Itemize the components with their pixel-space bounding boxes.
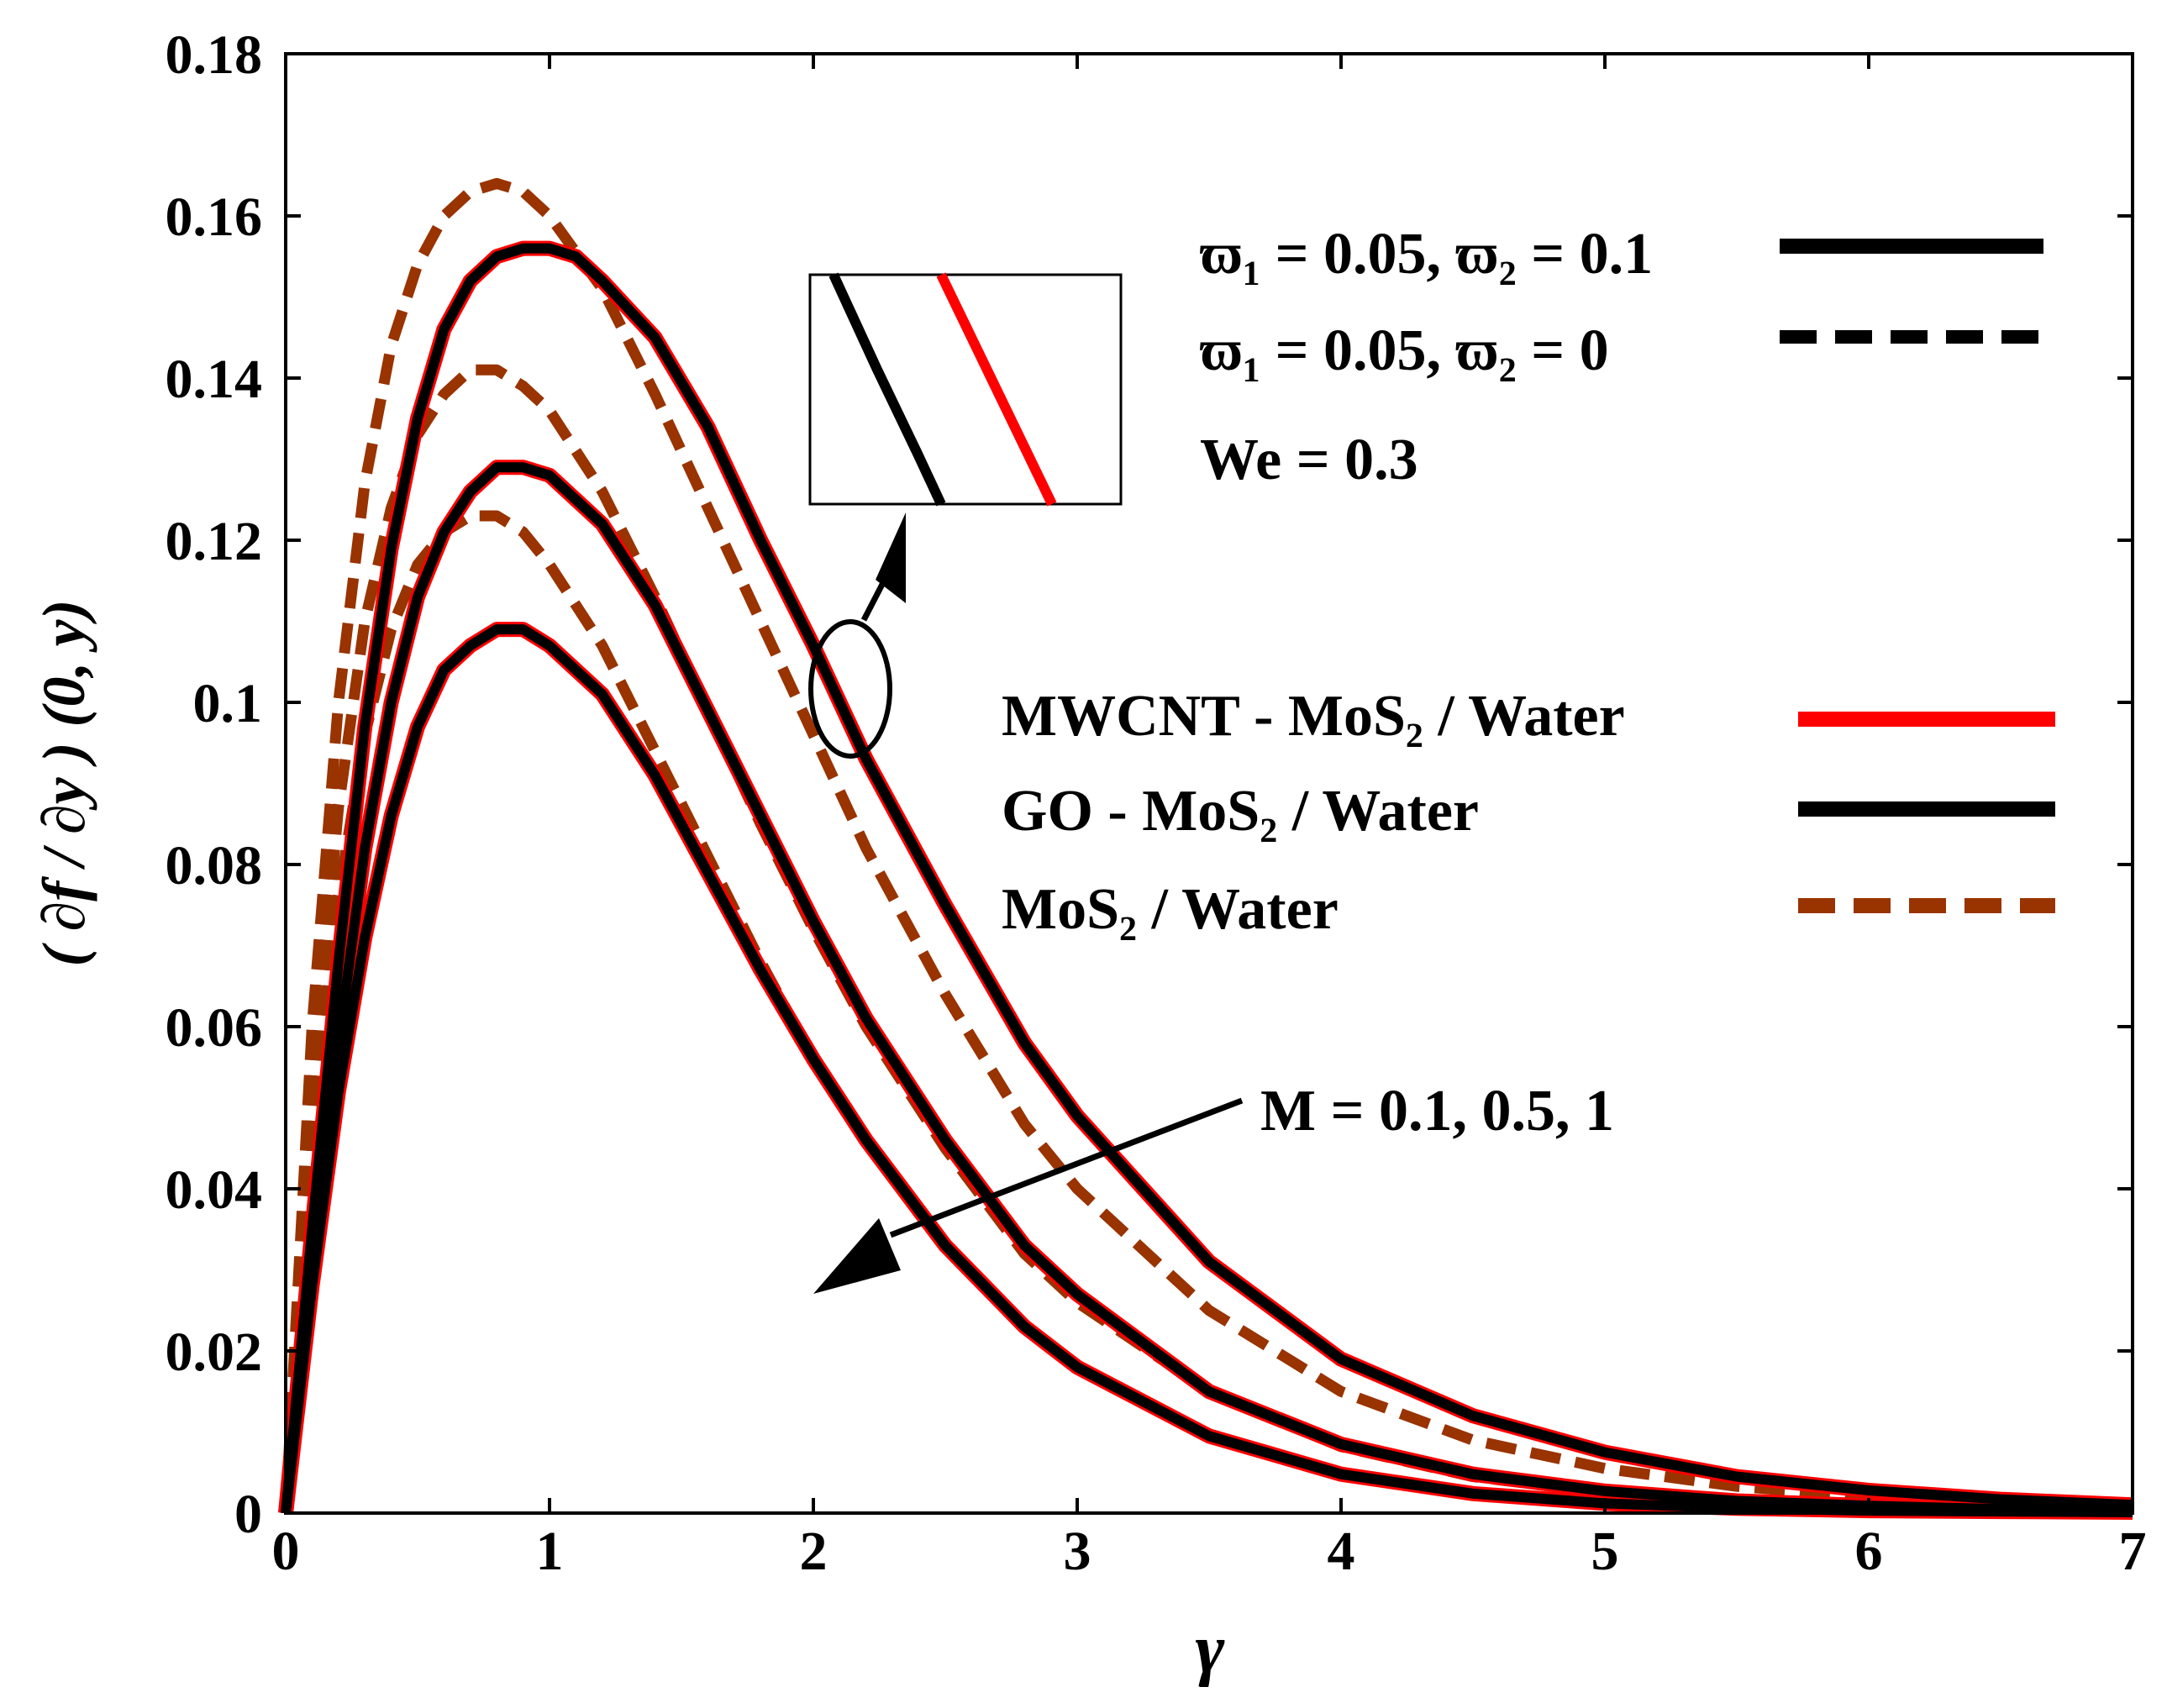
x-tick-label: 3 — [1064, 1521, 1091, 1582]
series-line-mos2-6 — [280, 177, 2133, 1514]
x-tick-label: 5 — [1591, 1521, 1619, 1582]
y-tick-label: 0 — [234, 1484, 262, 1545]
series-line-go-5 — [281, 624, 2133, 1517]
y-tick-label: 0.1 — [193, 673, 263, 734]
legend-fluids: MWCNT - MoS₂ / Water GO - MoS₂ / Water M… — [1002, 684, 2055, 942]
x-tick-label: 7 — [2119, 1521, 2147, 1582]
y-tick-label: 0.08 — [166, 835, 263, 896]
legend-fluid-mwcnt-label: MWCNT - MoS₂ / Water — [1002, 684, 1625, 749]
zoom-arrow — [860, 512, 906, 622]
legend-params: ϖ₁ = 0.05, ϖ₂ = 0.1 ϖ₁ = 0.05, ϖ₂ = 0 We… — [1200, 222, 2043, 492]
zoom-inset-mwcnt-line — [936, 272, 1057, 507]
y-tick-label: 0.16 — [166, 187, 263, 248]
zoom-inset-box — [808, 273, 1123, 506]
series-layer — [278, 177, 2133, 1520]
series-line-go-4 — [281, 462, 2133, 1516]
zoom-marker-ellipse — [808, 619, 892, 759]
legend-param-we-label: We = 0.3 — [1200, 428, 1418, 492]
m-arrow — [813, 1097, 1244, 1294]
plot-frame — [284, 52, 2134, 1515]
m-annotation: M = 0.1, 0.5, 1 — [1260, 1079, 1614, 1143]
y-tick-label: 0.14 — [166, 349, 263, 410]
zoom-inset — [808, 272, 1123, 507]
legend-fluid-mos2-label: MoS₂ / Water — [1002, 877, 1339, 942]
x-tick-label: 1 — [536, 1521, 564, 1582]
x-tick-label: 2 — [800, 1521, 828, 1582]
x-tick-label: 4 — [1328, 1521, 1355, 1582]
y-tick-label: 0.06 — [166, 997, 263, 1059]
y-tick-label: 0.18 — [166, 24, 263, 86]
legend-param-solid-label: ϖ₁ = 0.05, ϖ₂ = 0.1 — [1200, 222, 1653, 286]
x-tick-label: 6 — [1855, 1521, 1883, 1582]
zoom-inset-go-line — [828, 272, 946, 507]
x-axis-title: γ — [1196, 1610, 1225, 1688]
y-tick-label: 0.12 — [166, 511, 263, 572]
series-line-go-3 — [281, 243, 2133, 1514]
y-tick-label: 0.04 — [166, 1159, 263, 1221]
legend-fluid-go-label: GO - MoS₂ / Water — [1002, 779, 1479, 843]
x-tick-label: 0 — [272, 1521, 300, 1582]
ticks-layer: 0 1 2 3 4 5 6 7 0 0.02 0.04 0.06 0.08 0.1 0.12 0.14 0.16… — [166, 24, 2147, 1582]
legend-param-dashed-label: ϖ₁ = 0.05, ϖ₂ = 0 — [1200, 318, 1609, 383]
y-tick-label: 0.02 — [166, 1322, 263, 1383]
y-axis-title: ( ∂f / ∂y ) (0, y) — [30, 600, 97, 967]
